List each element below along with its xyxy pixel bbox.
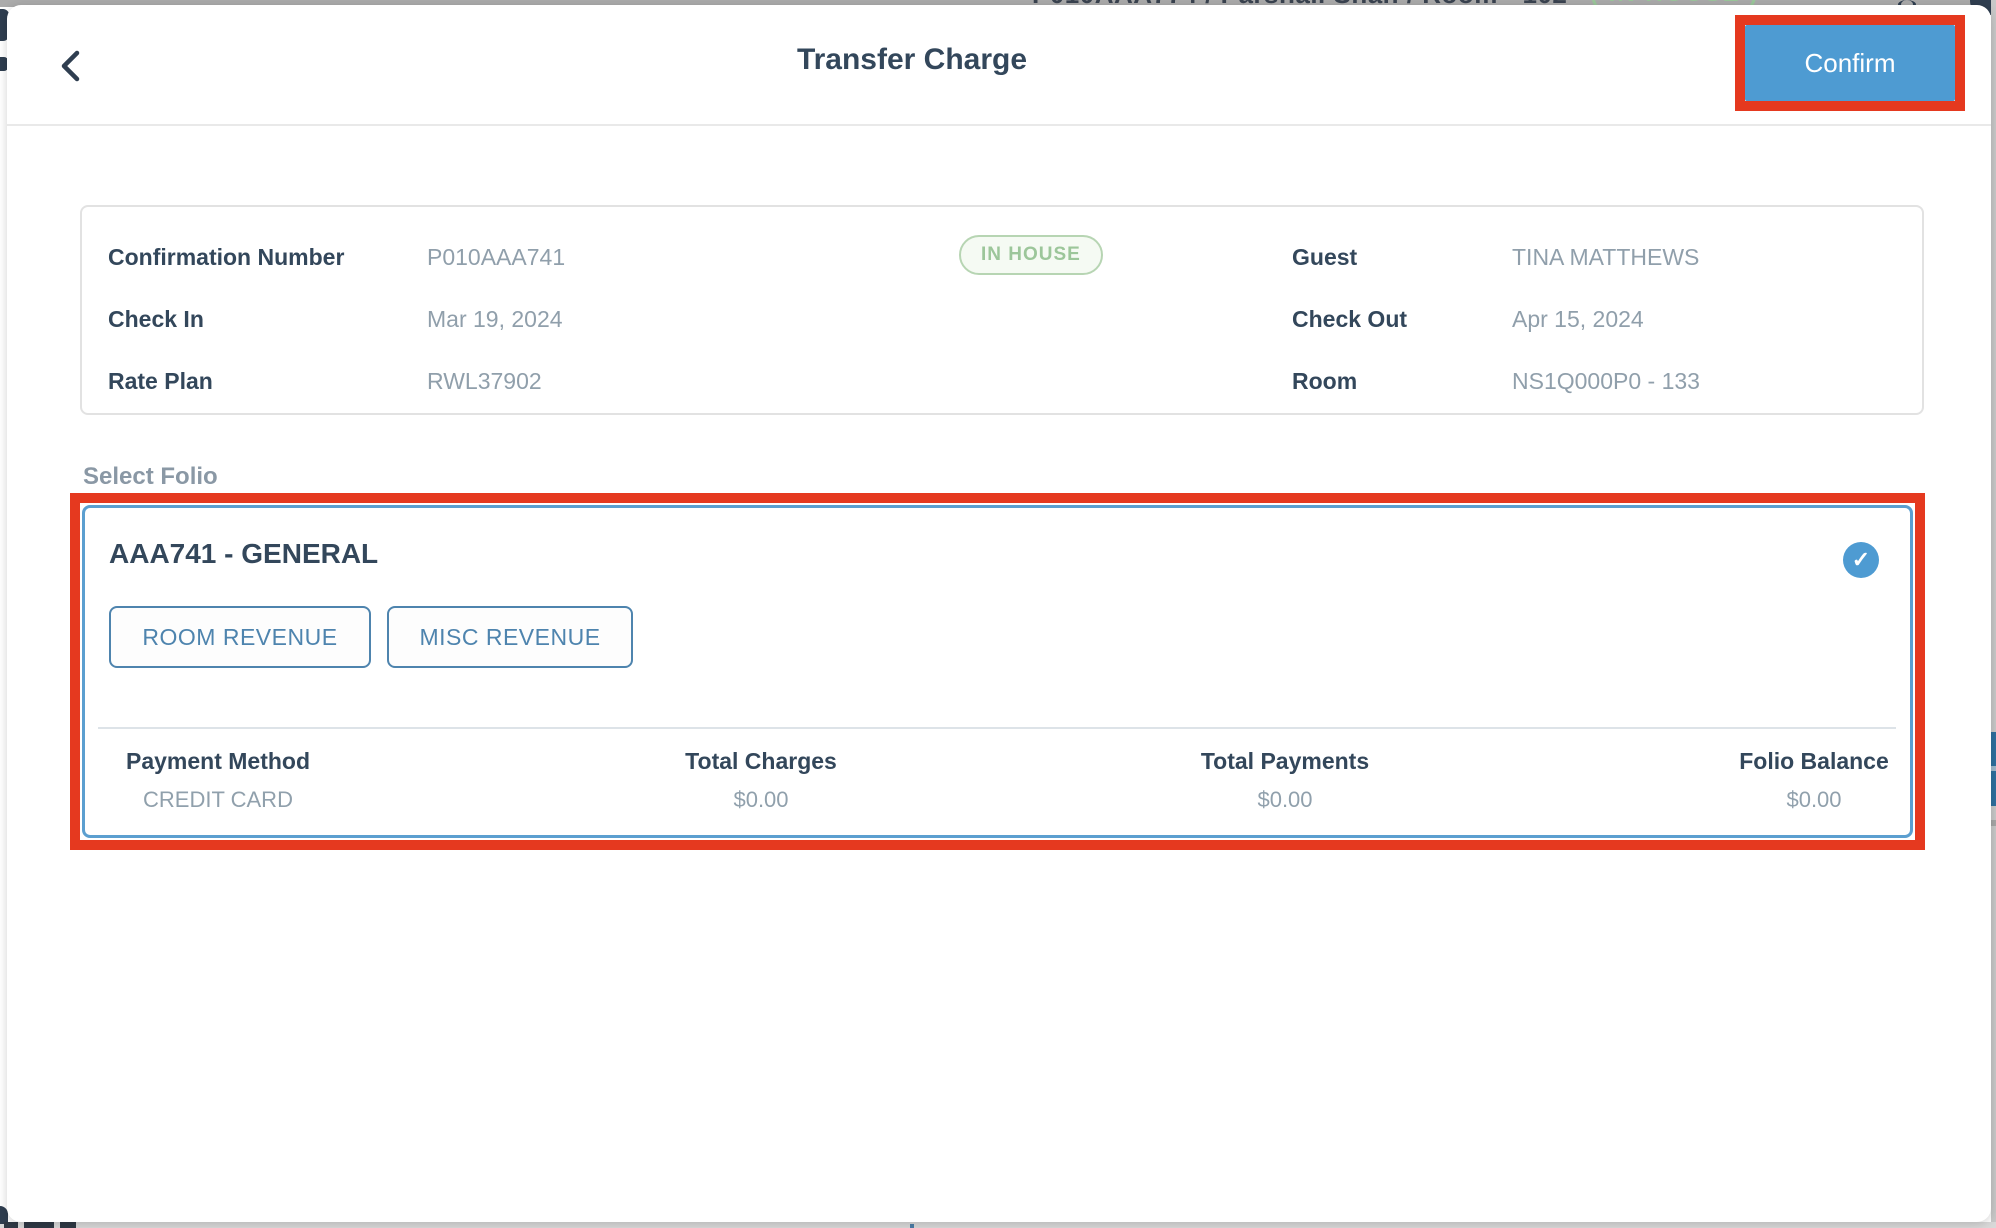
- room-revenue-button[interactable]: ROOM REVENUE: [109, 606, 371, 668]
- background-bottom-text-fragment: [4, 1222, 18, 1228]
- guest-value: TINA MATTHEWS: [1512, 244, 1700, 270]
- total-payments-value: $0.00: [1257, 787, 1313, 812]
- background-right-strip: [1991, 0, 1996, 1228]
- transfer-charge-modal: Transfer Charge Confirm Confirmation Num…: [7, 5, 1991, 1222]
- payment-method-column: Payment Method CREDIT CARD: [68, 748, 368, 813]
- background-left-peek: [0, 9, 9, 41]
- back-button[interactable]: [47, 43, 95, 91]
- chevron-left-icon: [56, 48, 86, 87]
- folio-balance-label: Folio Balance: [1739, 748, 1889, 774]
- background-bottom-text-fragment: [60, 1222, 76, 1228]
- background-right-tick: [1991, 820, 1996, 826]
- room-value: NS1Q000P0 - 133: [1512, 368, 1700, 394]
- annotation-highlight-folio: AAA741 - GENERAL ✓ ROOM REVENUE MISC REV…: [70, 493, 1925, 850]
- total-charges-label: Total Charges: [685, 748, 837, 774]
- folio-name: AAA741 - GENERAL: [109, 538, 379, 569]
- folio-balance-value: $0.00: [1786, 787, 1842, 812]
- total-charges-column: Total Charges $0.00: [611, 748, 911, 813]
- background-top-strip: P010AAA774 / Parshall Shan / Room - 102 …: [0, 0, 1996, 7]
- background-bottom-strip: [0, 1222, 1996, 1228]
- confirm-button[interactable]: Confirm: [1745, 25, 1955, 101]
- folio-selected-check-icon[interactable]: ✓: [1843, 542, 1879, 578]
- payment-method-label: Payment Method: [125, 748, 311, 774]
- select-folio-section-label: Select Folio: [83, 463, 218, 490]
- header-divider: [7, 124, 1991, 126]
- confirmation-number-label: Confirmation Number: [108, 244, 345, 270]
- folio-divider: [98, 727, 1896, 729]
- background-bottom-left-peek: [0, 1206, 8, 1224]
- background-bottom-text-fragment: [24, 1222, 54, 1228]
- total-payments-column: Total Payments $0.00: [1135, 748, 1435, 813]
- misc-revenue-button[interactable]: MISC REVENUE: [387, 606, 633, 668]
- total-charges-value: $0.00: [733, 787, 789, 812]
- total-payments-label: Total Payments: [1200, 748, 1370, 774]
- background-left-peek: [0, 57, 8, 71]
- folio-card-selected[interactable]: AAA741 - GENERAL ✓ ROOM REVENUE MISC REV…: [82, 505, 1913, 838]
- check-out-value: Apr 15, 2024: [1512, 306, 1644, 332]
- background-reservation-header-text: P010AAA774 / Parshall Shan / Room - 102: [1032, 0, 1567, 7]
- room-label: Room: [1292, 368, 1358, 394]
- folio-balance-column: Folio Balance $0.00: [1664, 748, 1964, 813]
- reservation-details-card: Confirmation Number P010AAA741 IN HOUSE …: [80, 205, 1924, 415]
- rate-plan-value: RWL37902: [427, 368, 542, 394]
- confirmation-number-value: P010AAA741: [427, 244, 566, 270]
- in-house-status-badge: IN HOUSE: [959, 235, 1103, 275]
- page-title: Transfer Charge: [796, 43, 1028, 76]
- background-scrollbar-notch: [1991, 766, 1996, 771]
- check-in-label: Check In: [108, 306, 204, 332]
- payment-method-value: CREDIT CARD: [143, 787, 293, 812]
- annotation-highlight-confirm: Confirm: [1735, 15, 1965, 111]
- check-out-label: Check Out: [1292, 306, 1408, 332]
- guest-label: Guest: [1292, 244, 1358, 270]
- background-bottom-dot: [910, 1224, 914, 1228]
- rate-plan-label: Rate Plan: [108, 368, 213, 394]
- background-inhouse-badge: ( IN HOUSE ): [1590, 0, 1759, 7]
- check-in-value: Mar 19, 2024: [427, 306, 563, 332]
